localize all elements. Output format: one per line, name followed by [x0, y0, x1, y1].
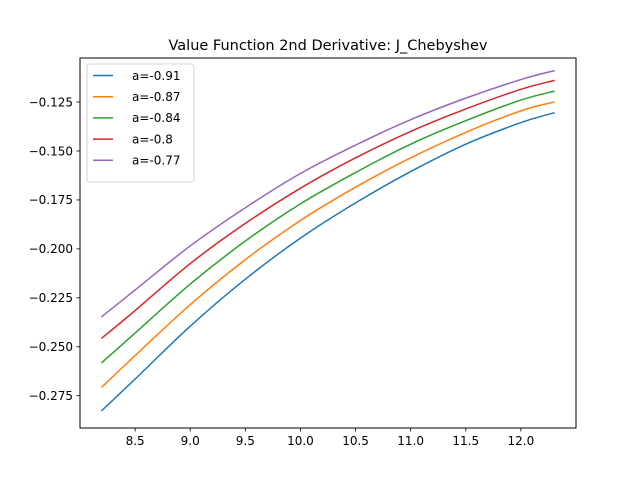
y-tick-label: −0.150 — [29, 144, 73, 158]
x-tick-label: 11.5 — [452, 434, 479, 448]
legend-label: a=-0.77 — [132, 154, 180, 168]
x-tick-label: 8.5 — [126, 434, 145, 448]
series-line-4 — [100, 79, 555, 340]
y-tick-label: −0.225 — [29, 291, 73, 305]
legend-label: a=-0.87 — [132, 90, 180, 104]
chart-title: Value Function 2nd Derivative: J_Chebysh… — [169, 38, 488, 54]
x-axis: 8.5 9.0 9.5 10.0 10.5 11.0 11.5 12.0 — [126, 428, 535, 448]
y-axis: −0.275 −0.250 −0.225 −0.200 −0.175 −0.150 −0.1… — [29, 95, 80, 403]
x-tick-label: 9.0 — [181, 434, 200, 448]
series-line-3 — [100, 90, 555, 364]
plot-area-frame — [79, 57, 577, 429]
x-tick-label: 11.0 — [397, 434, 424, 448]
legend-label: a=-0.84 — [132, 111, 180, 125]
series-layer — [100, 69, 555, 412]
y-tick-label: −0.200 — [29, 242, 73, 256]
y-tick-label: −0.275 — [29, 389, 73, 403]
y-tick-label: −0.250 — [29, 340, 73, 354]
x-tick-label: 10.0 — [287, 434, 314, 448]
legend: a=-0.91 a=-0.87 a=-0.84 a=-0.8 a=-0.77 — [86, 63, 195, 183]
x-tick-label: 10.5 — [342, 434, 369, 448]
y-tick-label: −0.125 — [29, 95, 73, 109]
series-line-2 — [100, 101, 555, 388]
series-line-1 — [100, 111, 555, 412]
x-tick-label: 9.5 — [236, 434, 255, 448]
x-tick-label: 12.0 — [508, 434, 535, 448]
y-tick-label: −0.175 — [29, 193, 73, 207]
legend-box — [86, 63, 195, 183]
series-line-5 — [100, 69, 555, 318]
legend-label: a=-0.8 — [132, 132, 173, 146]
legend-label: a=-0.91 — [132, 69, 180, 83]
